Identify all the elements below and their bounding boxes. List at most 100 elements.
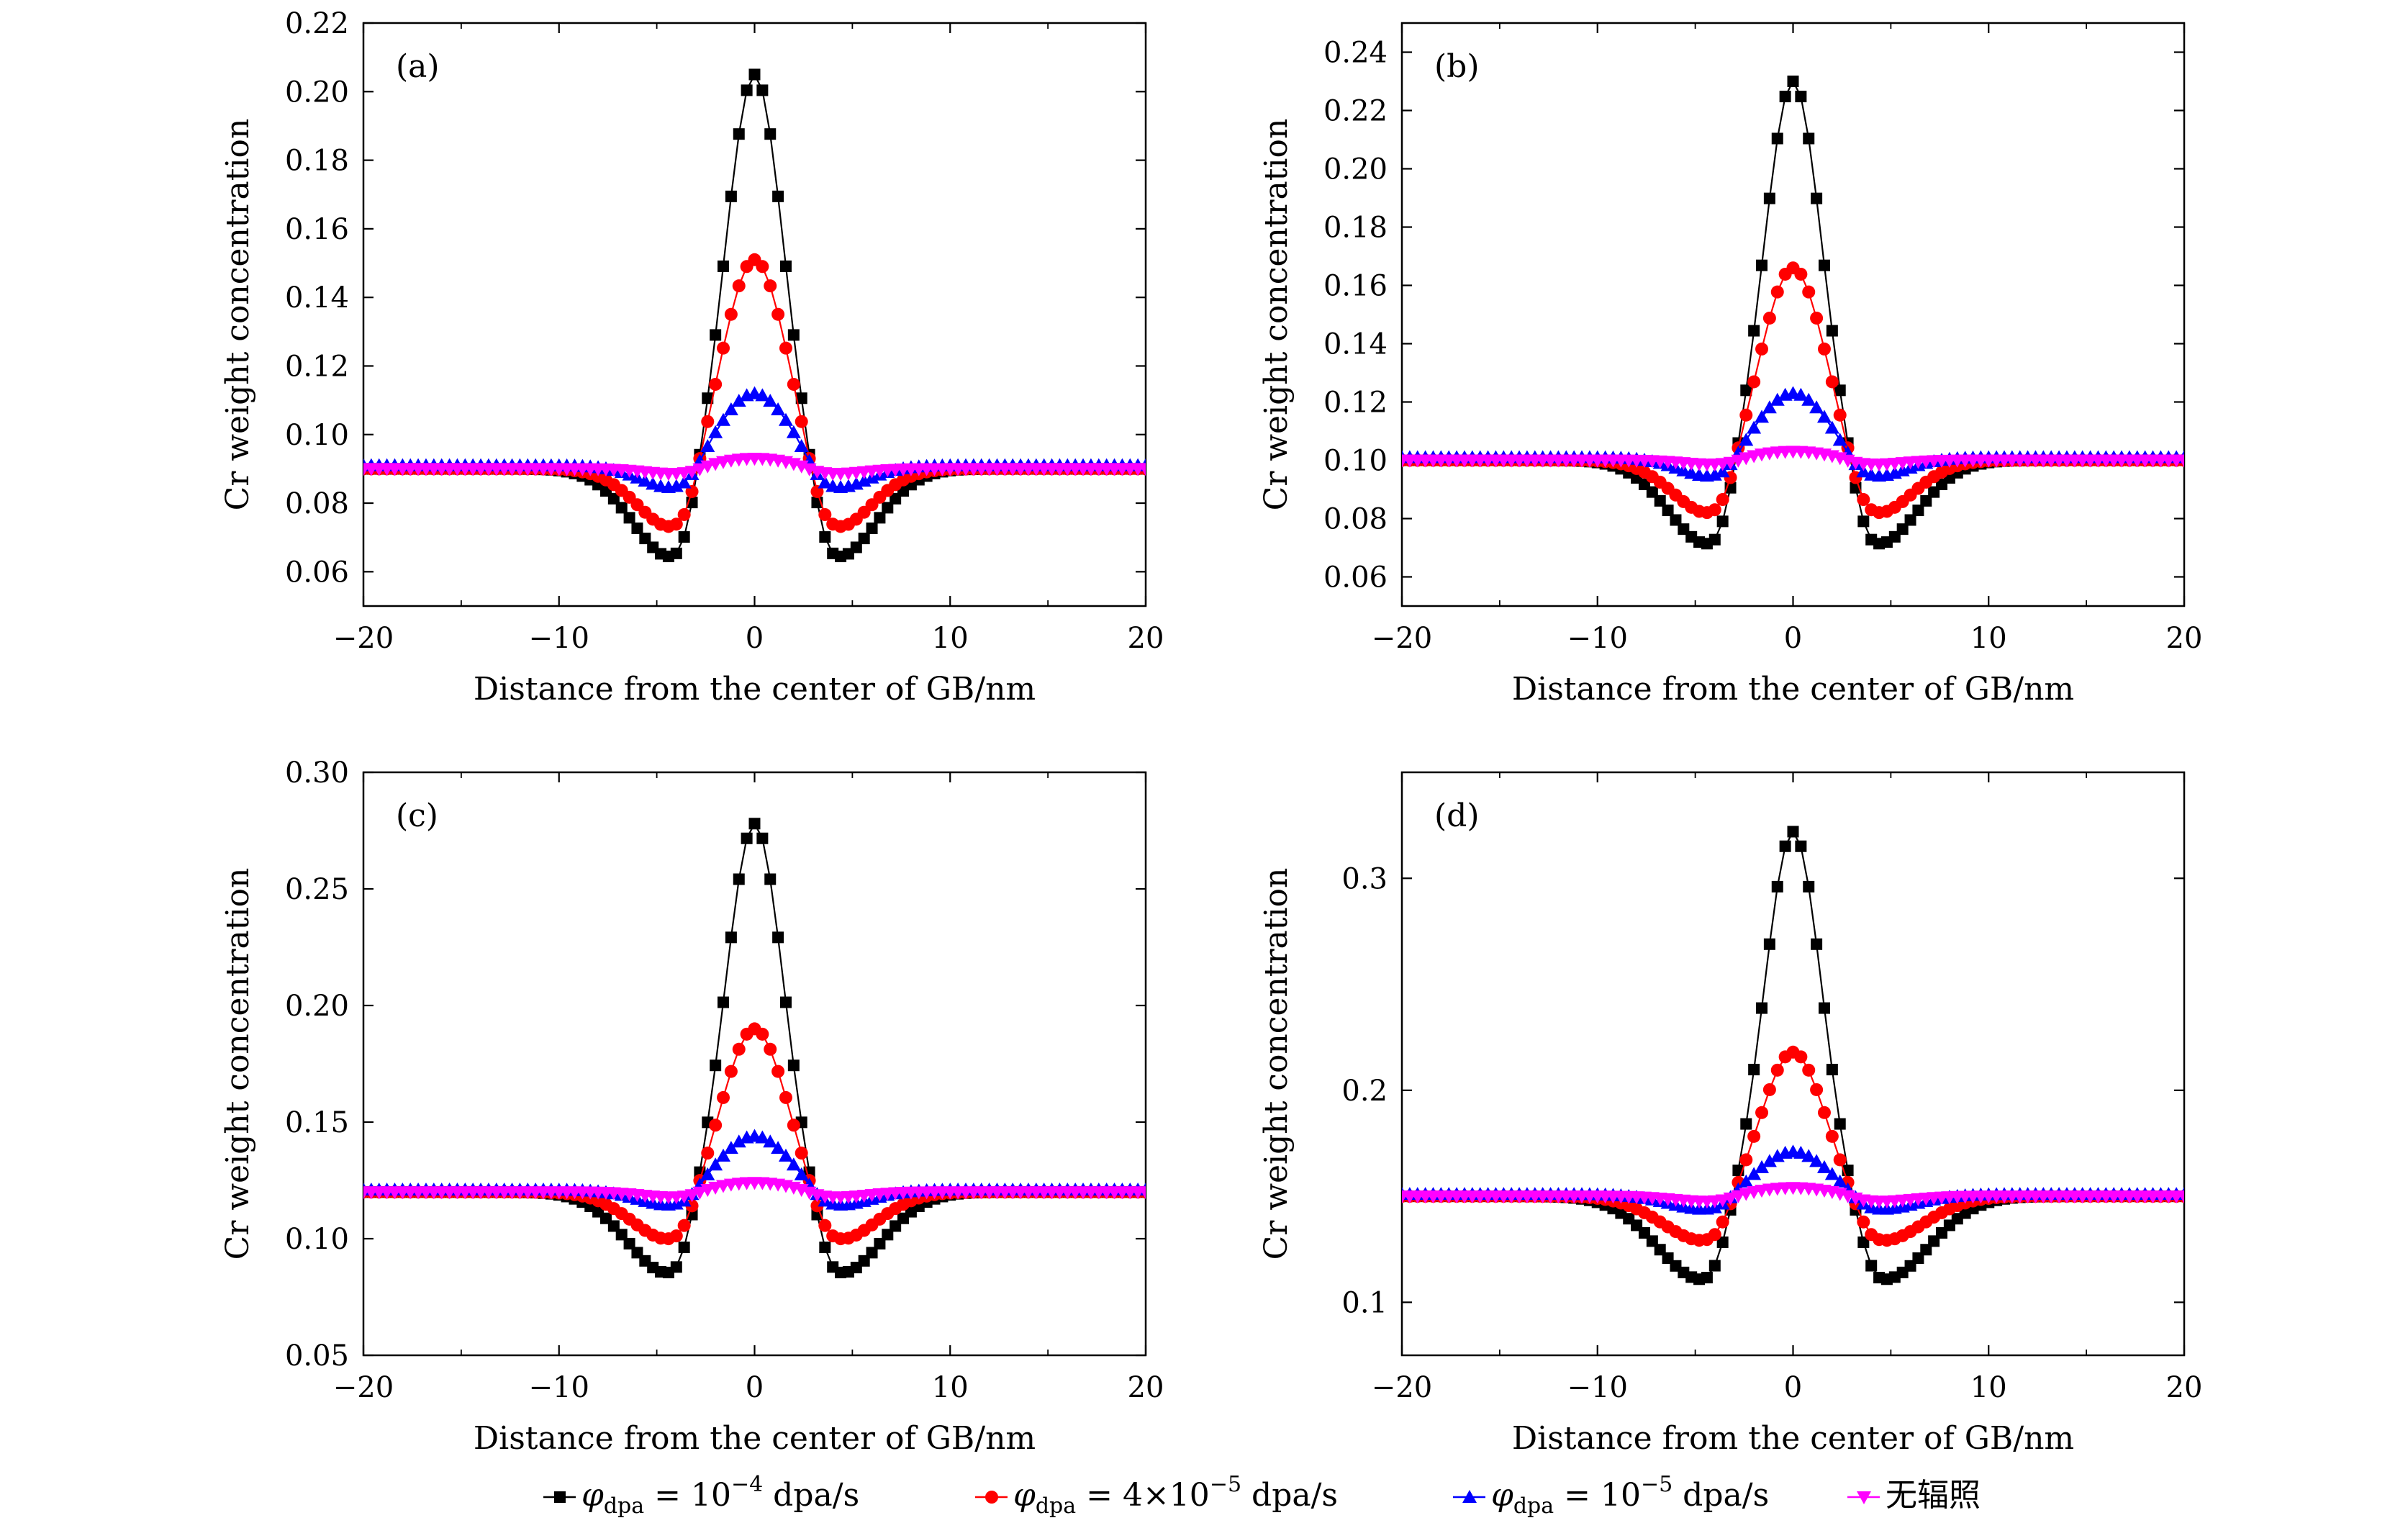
panel-label-d: (d) <box>1434 797 1480 834</box>
series-phi-1e-4 <box>363 68 1146 563</box>
data-point-phi-1e-4 <box>1771 132 1783 145</box>
data-point-phi-1e-4 <box>733 128 745 140</box>
legend-entry-1e-5: φdpa = 10−5 dpa/s <box>1453 1472 1769 1519</box>
data-point-phi-1e-4 <box>882 502 894 514</box>
legend-marker <box>554 1491 566 1503</box>
data-point-phi-1e-5 <box>1793 1145 1809 1159</box>
panel-label-c: (c) <box>396 797 438 834</box>
data-point-phi-1e-4 <box>1708 1260 1721 1272</box>
data-point-phi-1e-4 <box>1826 1064 1838 1076</box>
data-point-no-irradiation <box>2177 454 2184 468</box>
data-point-phi-1e-4 <box>1857 1236 1870 1248</box>
data-point-phi-1e-4 <box>1646 486 1658 498</box>
x-tick-label: −20 <box>333 1371 394 1404</box>
data-point-phi-4e-5 <box>756 1027 769 1041</box>
data-point-phi-4e-5 <box>1755 1106 1769 1119</box>
x-tick-label: 20 <box>1128 622 1164 655</box>
data-point-phi-1e-5 <box>755 1130 770 1144</box>
legend-label-1e-5: φdpa = 10−5 dpa/s <box>1491 1472 1769 1519</box>
data-point-phi-4e-5 <box>709 1118 723 1132</box>
data-point-phi-1e-4 <box>850 541 862 553</box>
data-point-phi-1e-4 <box>819 531 831 543</box>
data-point-phi-1e-5 <box>676 475 692 489</box>
data-point-phi-1e-5 <box>771 402 786 415</box>
data-point-phi-1e-4 <box>1763 192 1775 204</box>
data-point-phi-1e-4 <box>1818 1002 1830 1014</box>
data-point-phi-1e-4 <box>1701 1272 1713 1284</box>
data-point-phi-1e-4 <box>607 492 620 505</box>
data-point-phi-1e-5 <box>716 1148 731 1162</box>
data-point-phi-4e-5 <box>1802 285 1816 299</box>
data-point-phi-4e-5 <box>1747 1129 1761 1143</box>
legend-label-no-irradiation: 无辐照 <box>1886 1477 1981 1514</box>
data-point-phi-1e-4 <box>639 533 651 545</box>
y-tick-label: 0.1 <box>1341 1286 1388 1319</box>
data-point-phi-1e-5 <box>708 1157 723 1171</box>
plot-frame <box>1400 22 2186 607</box>
data-point-phi-4e-5 <box>771 307 785 321</box>
data-point-phi-1e-5 <box>1832 433 1847 446</box>
legend-unit: dpa/s <box>1673 1477 1769 1514</box>
series-phi-1e-5 <box>363 386 1146 493</box>
y-tick-label: 0.14 <box>285 281 349 315</box>
panel-label-a: (a) <box>396 48 440 85</box>
data-point-phi-1e-4 <box>1811 938 1823 950</box>
data-point-phi-1e-4 <box>1740 384 1752 397</box>
legend-marker <box>985 1491 998 1504</box>
data-point-phi-1e-5 <box>1824 1167 1839 1180</box>
legend-subscript: dpa <box>604 1493 644 1519</box>
data-point-phi-1e-5 <box>1747 1167 1762 1180</box>
data-point-phi-1e-5 <box>1755 410 1770 423</box>
data-point-phi-1e-5 <box>1739 433 1754 446</box>
y-axis-label: Cr weight concentration <box>1258 868 1295 1260</box>
series-phi-1e-5 <box>363 1129 1146 1211</box>
data-point-no-irradiation <box>1139 463 1146 476</box>
y-tick-label: 0.18 <box>1323 212 1388 245</box>
data-point-phi-1e-5 <box>1816 410 1832 423</box>
data-point-phi-1e-5 <box>1824 420 1839 434</box>
data-point-phi-1e-5 <box>669 479 684 492</box>
series-phi-1e-5 <box>1402 386 2184 482</box>
data-point-no-irradiation <box>692 1186 707 1200</box>
data-point-phi-1e-4 <box>631 522 643 534</box>
data-point-phi-1e-4 <box>1811 192 1823 204</box>
data-point-no-irradiation <box>1731 454 1746 468</box>
data-point-phi-1e-5 <box>1739 1174 1754 1188</box>
legend-symbol: φ <box>1013 1477 1036 1514</box>
y-axis-label: Cr weight concentration <box>219 119 256 511</box>
legend-entry-4e-5: φdpa = 4×10−5 dpa/s <box>975 1472 1338 1519</box>
data-point-no-irradiation <box>1723 1192 1738 1206</box>
x-axis-label: Distance from the center of GB/nm <box>474 671 1036 708</box>
data-point-phi-4e-5 <box>764 279 777 293</box>
data-point-phi-1e-5 <box>786 1157 801 1171</box>
legend-value: 10 <box>691 1477 731 1514</box>
data-point-phi-1e-5 <box>1762 400 1777 414</box>
data-point-phi-1e-5 <box>818 475 833 489</box>
y-tick-label: 0.16 <box>1323 270 1388 303</box>
legend-entry-1e-4: φdpa = 10−4 dpa/s <box>543 1472 859 1519</box>
data-point-phi-1e-4 <box>725 190 737 202</box>
data-point-phi-1e-5 <box>763 394 778 407</box>
data-point-phi-4e-5 <box>1739 408 1753 422</box>
data-point-phi-1e-4 <box>1763 938 1775 950</box>
y-tick-label: 0.12 <box>1323 387 1388 420</box>
data-point-phi-4e-5 <box>1794 267 1808 281</box>
data-point-phi-1e-4 <box>733 873 745 885</box>
legend-label-4e-5: φdpa = 4×10−5 dpa/s <box>1013 1472 1338 1519</box>
y-tick-label: 0.20 <box>285 990 349 1023</box>
data-point-phi-1e-4 <box>748 818 761 830</box>
data-point-phi-4e-5 <box>1857 493 1870 507</box>
x-tick-label: 20 <box>2166 1371 2203 1404</box>
data-point-phi-1e-4 <box>764 873 777 885</box>
data-point-phi-1e-4 <box>764 128 777 140</box>
panel-d: −20 −10 0 10 20 0.1 0.2 0.3 Distance from the ce… <box>1258 771 2203 1457</box>
data-point-phi-4e-5 <box>732 1042 746 1056</box>
y-axis-label: Cr weight concentration <box>1258 119 1295 511</box>
y-tick-label: 0.14 <box>1323 328 1388 361</box>
legend-equals: = <box>1076 1477 1123 1514</box>
data-point-phi-1e-5 <box>1816 1160 1832 1173</box>
data-point-no-irradiation <box>700 1183 715 1197</box>
data-point-phi-1e-4 <box>787 1059 800 1072</box>
x-tick-label: −10 <box>1567 622 1628 655</box>
data-point-phi-1e-5 <box>1770 1149 1785 1162</box>
